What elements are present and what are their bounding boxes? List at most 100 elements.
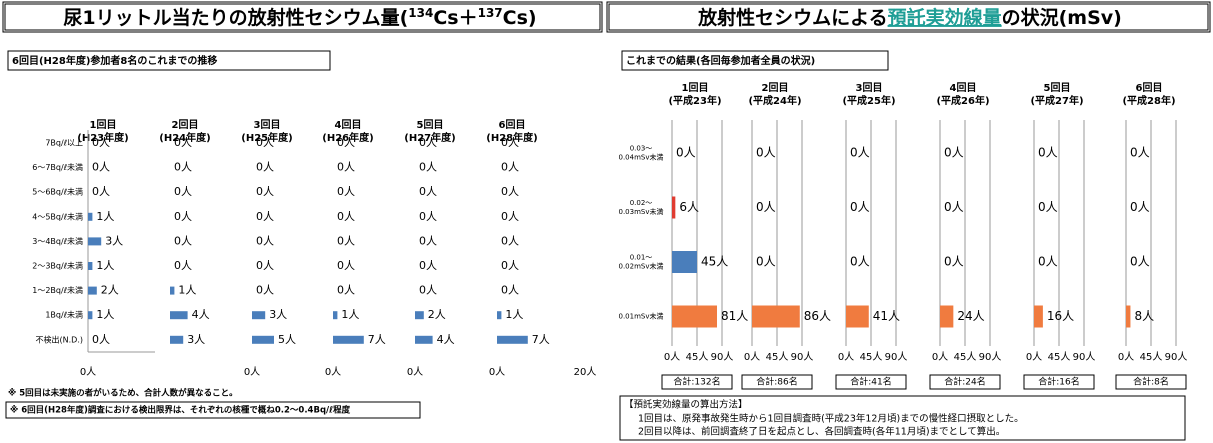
value-label: 0人	[174, 234, 192, 247]
x-tick-label: 90人	[885, 351, 908, 363]
bar	[672, 251, 697, 273]
x-tick-label: 0人	[244, 366, 260, 378]
note-box	[5, 401, 421, 419]
value-label: 0人	[256, 161, 274, 174]
panel-subtitle: (H23年度)	[77, 131, 128, 144]
total-label: 合計:16名	[1038, 376, 1080, 388]
header-part: 尿1リットル当たりの放射性セシウム量(	[63, 6, 408, 29]
category-label: 不検出(N.D.)	[36, 334, 83, 344]
value-label: 0人	[419, 161, 437, 174]
header-part: 放射性セシウムによる	[697, 6, 887, 29]
x-tick-label: 0人	[489, 366, 505, 378]
value-label: 0人	[850, 146, 870, 160]
value-label: 0人	[419, 185, 437, 198]
value-label: 0人	[337, 185, 355, 198]
panel-subtitle: (平成27年)	[1030, 94, 1083, 107]
value-label: 7人	[368, 333, 386, 346]
x-tick-label: 45人	[766, 351, 789, 363]
value-label: 41人	[873, 309, 900, 323]
total-box	[1115, 374, 1187, 390]
bar	[672, 196, 676, 219]
value-label: 0人	[92, 161, 110, 174]
subheader-box	[7, 50, 331, 71]
category-label: 0.04mSv未満	[619, 153, 664, 162]
total-label: 合計:132名	[673, 376, 720, 388]
value-label: 0人	[1038, 200, 1058, 214]
panel-title: 4回目	[950, 82, 977, 94]
bar	[88, 311, 93, 320]
bar	[1034, 305, 1043, 328]
value-label: 0人	[419, 234, 437, 247]
total-label: 合計:86名	[756, 376, 798, 388]
value-label: 0人	[174, 161, 192, 174]
category-label: 7Bq/ℓ以上	[45, 139, 83, 148]
x-tick-label: 0人	[407, 366, 423, 378]
note: ※ 5回目は未実施の者がいるため、合計人数が異なること。	[8, 388, 238, 399]
value-label: 0人	[92, 136, 110, 149]
value-label: 0人	[419, 284, 437, 297]
value-label: 0人	[256, 185, 274, 198]
x-tick-label: 0人	[1026, 351, 1042, 363]
panel-title: 1回目	[682, 82, 709, 94]
panel-subtitle: (H24年度)	[159, 131, 210, 144]
bar	[672, 305, 717, 328]
x-tick-label: 90人	[1165, 351, 1188, 363]
value-label: 0人	[256, 234, 274, 247]
value-label: 5人	[278, 333, 296, 346]
bar	[252, 335, 274, 344]
x-tick-label: 90人	[1073, 351, 1096, 363]
panel-subtitle: (H27年度)	[404, 131, 455, 144]
value-label: 0人	[337, 210, 355, 223]
value-label: 0人	[337, 259, 355, 272]
value-label: 0人	[419, 259, 437, 272]
method-line: 2回目以降は、前回調査終了日を起点とし、各回調査時(各年11月頃)までとして算出…	[638, 426, 1005, 438]
header-frame	[608, 3, 1209, 31]
category-label: 6～7Bq/ℓ未満	[32, 162, 83, 172]
total-label: 合計:8名	[1133, 376, 1169, 388]
x-tick-label: 45人	[1048, 351, 1071, 363]
value-label: 3人	[187, 333, 205, 346]
x-tick-label: 90人	[791, 351, 814, 363]
panel-title: 5回目	[1044, 82, 1071, 94]
note: ※ 6回目(H28年度)調査における検出限界は、それぞれの核種で概ね0.2～0.…	[10, 405, 351, 416]
x-tick-label: 0人	[664, 351, 680, 363]
value-label: 0人	[256, 210, 274, 223]
value-label: 0人	[944, 255, 964, 269]
category-label: 0.01mSv未満	[619, 312, 664, 321]
bar	[88, 212, 93, 221]
value-label: 0人	[256, 284, 274, 297]
bar	[333, 311, 338, 320]
x-tick-label: 45人	[860, 351, 883, 363]
panel-subtitle: (平成24年)	[748, 94, 801, 107]
value-label: 45人	[701, 255, 728, 269]
value-label: 0人	[501, 185, 519, 198]
value-label: 0人	[174, 210, 192, 223]
header-frame	[606, 1, 1211, 33]
value-label: 0人	[501, 161, 519, 174]
x-tick-label: 0人	[1118, 351, 1134, 363]
panel-title: 2回目	[762, 82, 789, 94]
subheader: これまでの結果(各回毎参加者全員の状況)	[626, 54, 815, 67]
value-label: 0人	[1038, 255, 1058, 269]
header-link[interactable]: 預託実効線量	[888, 6, 1002, 29]
value-label: 0人	[676, 146, 696, 160]
value-label: 0人	[756, 255, 776, 269]
value-label: 8人	[1134, 309, 1154, 323]
x-tick-label: 0人	[325, 366, 341, 378]
panel-title: 5回目	[417, 119, 444, 131]
bar	[88, 262, 93, 270]
value-label: 0人	[944, 146, 964, 160]
bar	[170, 335, 184, 344]
value-label: 24人	[957, 309, 984, 323]
panel-subtitle: (平成23年)	[668, 94, 721, 107]
panel-subtitle: (H26年度)	[322, 131, 373, 144]
category-label: 1～2Bq/ℓ未満	[32, 285, 83, 295]
value-label: 0人	[1130, 200, 1150, 214]
header-part: の状況(mSv)	[1002, 6, 1122, 29]
value-label: 0人	[850, 200, 870, 214]
x-tick-label: 0人	[932, 351, 948, 363]
panel-subtitle: (H25年度)	[241, 131, 292, 144]
total-label: 合計:24名	[944, 376, 986, 388]
category-label: 0.03～	[630, 145, 653, 153]
